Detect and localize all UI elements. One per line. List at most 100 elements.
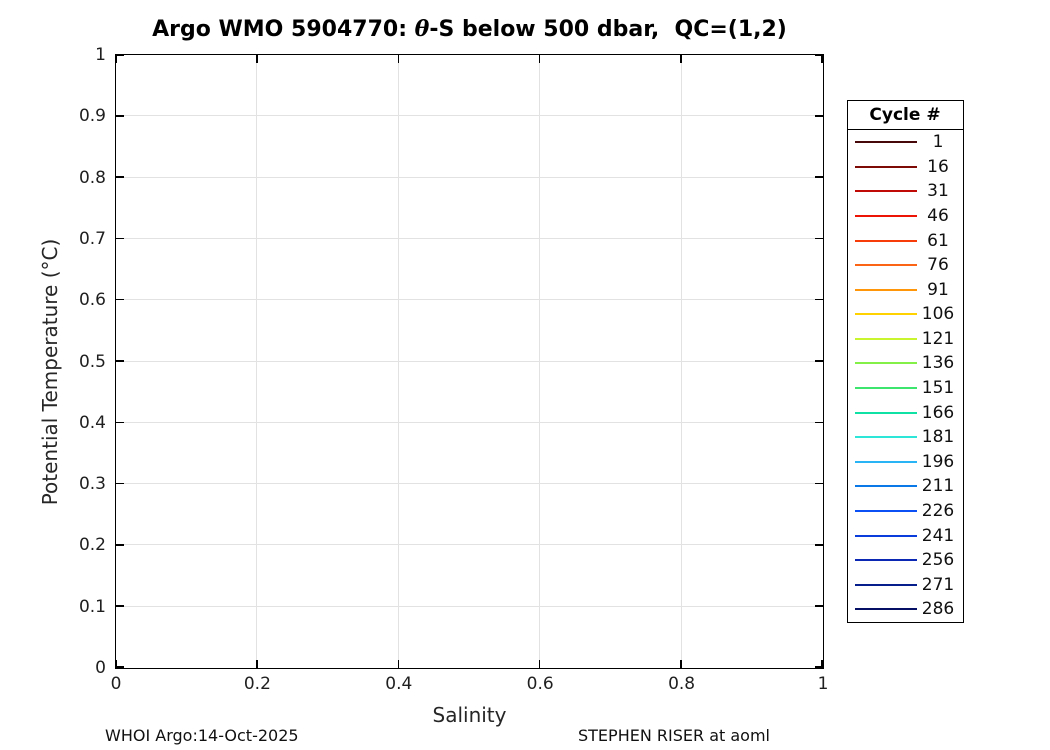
y-tick-label: 0.4 <box>78 412 106 433</box>
y-tick-mark-right <box>814 666 823 668</box>
y-tick-mark-left <box>115 544 124 546</box>
gridline-horizontal <box>115 115 823 117</box>
legend-entry-label: 46 <box>927 206 949 227</box>
x-tick-mark-bottom <box>397 659 400 668</box>
chart-title: Argo WMO 5904770: θ-S below 500 dbar, QC… <box>116 16 823 42</box>
y-tick-mark-left <box>115 605 124 607</box>
legend-line-swatch <box>854 239 917 242</box>
y-tick-mark-left <box>115 115 124 117</box>
legend-entry-label: 121 <box>921 328 955 349</box>
y-tick-mark-right <box>814 115 823 117</box>
y-tick-mark-left <box>115 176 124 178</box>
legend-entry: 121 <box>848 327 963 352</box>
footer-credit-left: WHOI Argo:14-Oct-2025 <box>105 726 299 745</box>
y-axis-label: Potential Temperature (°C) <box>38 238 62 506</box>
x-tick-mark-bottom <box>680 659 682 668</box>
legend-entry: 91 <box>848 277 963 302</box>
legend: Cycle # 1 16 31 46 61 76 91 106 121 136 151 166 181 1… <box>846 99 964 623</box>
legend-entry-label: 241 <box>921 525 955 546</box>
y-tick-label: 0.6 <box>78 290 106 311</box>
legend-entry-label: 196 <box>921 451 955 472</box>
legend-line-swatch <box>854 141 917 144</box>
legend-entry-label: 91 <box>927 279 949 300</box>
legend-line-swatch <box>854 460 917 463</box>
legend-line-swatch <box>854 608 917 611</box>
y-tick-mark-right <box>814 605 823 607</box>
legend-line-swatch <box>854 288 917 291</box>
legend-entry: 136 <box>848 351 963 376</box>
legend-entry-label: 286 <box>921 599 955 620</box>
legend-line-swatch <box>854 264 917 267</box>
gridline-horizontal <box>115 605 823 607</box>
legend-line-swatch <box>854 165 917 168</box>
x-tick-mark-top <box>256 54 258 63</box>
legend-entry: 226 <box>848 499 963 524</box>
legend-line-swatch <box>854 362 917 365</box>
gridline-horizontal <box>115 483 823 485</box>
legend-line-swatch <box>854 337 917 340</box>
y-tick-mark-right <box>814 54 823 56</box>
legend-entry: 181 <box>848 425 963 450</box>
legend-entry-label: 106 <box>921 304 955 325</box>
legend-entry: 46 <box>848 204 963 229</box>
legend-line-swatch <box>854 583 917 586</box>
legend-entry: 106 <box>848 302 963 327</box>
x-tick-label: 0.4 <box>385 674 413 694</box>
legend-line-swatch <box>854 436 917 439</box>
gridline-horizontal <box>115 237 823 239</box>
y-tick-label: 0.5 <box>78 351 106 372</box>
x-tick-mark-top <box>115 54 117 63</box>
chart-title-prefix: Argo WMO 5904770: <box>152 17 415 42</box>
y-tick-mark-right <box>814 360 823 362</box>
legend-entry: 1 <box>848 130 963 155</box>
legend-entries: 1 16 31 46 61 76 91 106 121 136 151 166 181 196 211 226… <box>848 130 963 622</box>
legend-entry-label: 76 <box>927 255 949 276</box>
y-tick-mark-right <box>814 237 823 240</box>
x-tick-mark-bottom <box>538 659 541 668</box>
y-tick-mark-left <box>115 666 124 668</box>
legend-entry-label: 136 <box>921 353 955 374</box>
chart-title-suffix: -S below 500 dbar, QC=(1,2) <box>429 17 787 42</box>
gridline-horizontal <box>115 421 823 423</box>
legend-entry: 61 <box>848 228 963 253</box>
y-tick-mark-left <box>115 360 124 362</box>
x-tick-label: 0.2 <box>243 674 271 694</box>
legend-line-swatch <box>854 313 917 316</box>
legend-entry: 241 <box>848 523 963 548</box>
y-tick-label: 1 <box>95 45 106 65</box>
legend-entry-label: 211 <box>921 476 955 497</box>
y-tick-mark-left <box>115 237 124 240</box>
legend-entry-label: 151 <box>921 378 955 399</box>
x-axis-label: Salinity <box>432 703 507 727</box>
legend-line-swatch <box>854 534 917 537</box>
legend-entry-label: 16 <box>927 156 949 177</box>
legend-entry: 151 <box>848 376 963 401</box>
y-tick-mark-right <box>814 421 823 424</box>
theta-symbol: θ <box>414 16 430 42</box>
legend-entry-label: 226 <box>921 500 955 521</box>
legend-entry: 286 <box>848 597 963 622</box>
legend-entry-label: 256 <box>921 550 955 571</box>
x-tick-label: 0.6 <box>526 674 554 694</box>
y-tick-label: 0.2 <box>78 535 106 556</box>
legend-entry-label: 31 <box>927 181 949 202</box>
x-tick-mark-bottom <box>115 659 117 668</box>
legend-line-swatch <box>854 387 917 390</box>
y-tick-mark-right <box>814 482 823 485</box>
x-tick-mark-bottom <box>821 659 823 668</box>
x-tick-label: 1 <box>817 674 829 694</box>
y-tick-mark-right <box>814 298 823 301</box>
y-tick-label: 0.1 <box>78 596 106 617</box>
gridline-horizontal <box>115 176 823 178</box>
legend-line-swatch <box>854 509 917 512</box>
x-tick-mark-top <box>680 54 682 63</box>
legend-entry: 256 <box>848 548 963 573</box>
plot-area <box>114 53 824 669</box>
legend-entry-label: 181 <box>921 427 955 448</box>
legend-line-swatch <box>854 411 917 414</box>
y-tick-label: 0.7 <box>78 228 106 249</box>
y-tick-mark-left <box>115 421 124 424</box>
legend-entry-label: 271 <box>921 574 955 595</box>
legend-line-swatch <box>854 559 917 562</box>
